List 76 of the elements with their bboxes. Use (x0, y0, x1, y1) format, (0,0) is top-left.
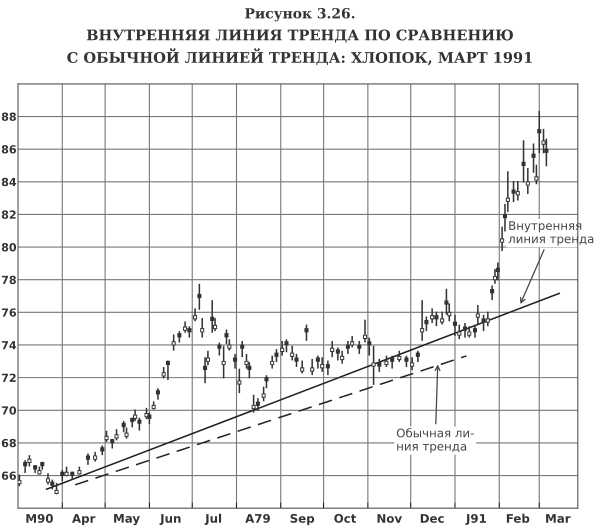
candlestick (404, 356, 408, 367)
candlestick (233, 354, 238, 369)
candlestick (237, 368, 242, 394)
x-tick-label: Apr (72, 514, 96, 526)
candlestick (537, 110, 542, 154)
x-tick-label: M90 (26, 514, 53, 523)
candlestick (256, 398, 260, 412)
x-tick-label: A79 (245, 514, 270, 523)
candlestick (240, 340, 244, 358)
candlestick (452, 314, 458, 336)
candlestick (316, 356, 320, 369)
candlestick (300, 360, 304, 374)
candlestick (486, 312, 490, 326)
candlestick (210, 300, 214, 333)
candlestick (420, 300, 424, 341)
candlestick (284, 339, 289, 352)
candlestick (172, 334, 176, 351)
y-tick-label: 76 (2, 308, 16, 317)
candlestick (310, 358, 314, 376)
x-tick-label: Nov (378, 514, 402, 523)
candlestick (397, 350, 402, 362)
candlestick (490, 285, 494, 300)
candlestick (522, 140, 526, 183)
candlestick (516, 181, 520, 201)
y-tick-label: 74 (2, 341, 16, 350)
x-tick-label: May (114, 514, 140, 526)
candlestick (252, 394, 256, 413)
y-tick-label: 72 (2, 374, 16, 382)
candlestick (330, 340, 334, 358)
candlestick (197, 284, 202, 310)
candlestick (357, 340, 362, 354)
candlestick (340, 350, 344, 364)
candlestick (280, 340, 284, 356)
candlestick (496, 262, 500, 280)
candlestick (512, 181, 516, 202)
candlestick (166, 360, 170, 380)
y-tick-label: 86 (2, 145, 16, 154)
y-tick-label: 78 (2, 276, 16, 284)
x-tick-label: J91 (465, 514, 486, 526)
y-tick-label: 70 (2, 406, 16, 415)
annotation: Обычная ли- ния тренда (396, 428, 474, 453)
candlestick (193, 308, 198, 322)
candlestick (476, 305, 480, 325)
candlestick (326, 360, 330, 376)
candlestick (156, 388, 160, 400)
candlestick (86, 454, 90, 465)
candlestick (336, 347, 340, 360)
y-tick-label: 84 (2, 178, 16, 186)
x-tick-label: Sep (290, 514, 314, 526)
y-tick-label: 88 (2, 112, 16, 121)
candlestick (462, 323, 468, 338)
y-tick-label: 80 (2, 243, 16, 252)
x-tick-label: Mar (546, 514, 571, 523)
candlestick (482, 314, 486, 332)
candlestick (410, 357, 414, 370)
candlestick (304, 324, 308, 341)
candlestick (200, 318, 204, 338)
x-tick-label: Oct (334, 514, 356, 523)
candlestick (222, 346, 226, 378)
candlestick (60, 470, 64, 482)
chart-subtitle: ВНУТРЕННЯЯ ЛИНИЯ ТРЕНДА ПО СРАВНЕНИЮ С ОБЫЧНОЙ ЛИНИЕЙ ТРЕНДА: ХЛОПОК, МАРТ 1991 (67, 29, 532, 66)
y-tick-label: 82 (2, 210, 16, 219)
chart-title: Рисунок 3.26. (245, 8, 354, 22)
y-tick-label: 68 (2, 438, 16, 448)
x-tick-label: Jul (204, 514, 222, 526)
y-tick-label: 66 (2, 472, 16, 480)
candlestick (430, 308, 434, 323)
x-tick-label: Jun (160, 514, 180, 526)
candlestick (377, 358, 382, 372)
candlestick (18, 474, 22, 486)
candlestick (416, 350, 420, 362)
candlestick (320, 357, 324, 372)
candlestick (177, 331, 182, 342)
x-tick-label: Feb (506, 514, 530, 523)
x-tick-label: Dec (420, 514, 444, 523)
candlestick (372, 346, 376, 385)
